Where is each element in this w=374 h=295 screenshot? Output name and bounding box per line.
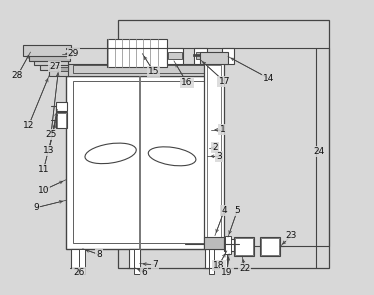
Bar bbox=[79, 249, 85, 274]
Bar bbox=[129, 249, 140, 268]
Bar bbox=[66, 76, 213, 249]
Bar bbox=[205, 249, 227, 268]
Bar bbox=[196, 52, 206, 59]
Bar bbox=[56, 102, 67, 111]
Text: 14: 14 bbox=[263, 74, 275, 83]
Bar bbox=[260, 237, 280, 256]
Bar bbox=[40, 61, 68, 70]
Text: 6: 6 bbox=[141, 268, 147, 277]
Text: 27: 27 bbox=[49, 62, 61, 71]
Bar bbox=[23, 45, 71, 56]
Bar bbox=[56, 112, 67, 128]
Text: 8: 8 bbox=[96, 250, 102, 259]
Bar bbox=[49, 67, 68, 71]
Bar bbox=[66, 64, 213, 76]
Bar bbox=[107, 39, 166, 67]
Bar bbox=[166, 48, 183, 64]
Text: 25: 25 bbox=[45, 130, 57, 139]
Bar bbox=[57, 113, 66, 127]
Bar bbox=[168, 52, 182, 59]
Bar bbox=[209, 249, 214, 274]
Text: 29: 29 bbox=[68, 49, 79, 58]
Text: 1: 1 bbox=[220, 125, 225, 135]
Bar bbox=[226, 236, 231, 254]
Text: 22: 22 bbox=[239, 264, 250, 273]
Bar bbox=[208, 65, 221, 246]
Bar bbox=[234, 237, 254, 256]
Text: 16: 16 bbox=[181, 78, 193, 87]
Text: 13: 13 bbox=[43, 146, 55, 155]
Text: 11: 11 bbox=[38, 165, 49, 174]
Text: 12: 12 bbox=[23, 121, 34, 130]
Bar bbox=[224, 239, 246, 251]
Bar bbox=[200, 52, 228, 64]
Bar bbox=[193, 54, 211, 56]
Bar bbox=[261, 238, 279, 255]
Bar bbox=[71, 249, 83, 268]
Text: 15: 15 bbox=[148, 67, 159, 76]
Bar bbox=[134, 249, 140, 274]
Bar bbox=[118, 20, 329, 268]
Text: 10: 10 bbox=[38, 186, 49, 195]
Bar bbox=[73, 65, 206, 73]
Text: 24: 24 bbox=[314, 148, 325, 156]
Bar bbox=[235, 238, 253, 255]
Text: 9: 9 bbox=[33, 203, 39, 212]
Text: 4: 4 bbox=[221, 206, 227, 215]
Bar bbox=[34, 58, 68, 65]
Text: 19: 19 bbox=[221, 268, 233, 277]
Text: 26: 26 bbox=[73, 268, 85, 277]
Bar bbox=[223, 48, 234, 64]
Text: 2: 2 bbox=[212, 143, 218, 152]
Bar bbox=[49, 64, 68, 76]
Bar bbox=[73, 81, 206, 243]
Bar bbox=[204, 62, 224, 249]
Bar bbox=[204, 237, 224, 249]
Bar bbox=[194, 48, 208, 64]
Text: 28: 28 bbox=[12, 71, 23, 80]
Text: 7: 7 bbox=[153, 260, 158, 269]
Text: 18: 18 bbox=[213, 261, 224, 270]
Text: 3: 3 bbox=[216, 152, 221, 161]
Text: 17: 17 bbox=[218, 77, 230, 86]
Text: 5: 5 bbox=[234, 206, 240, 215]
Text: 23: 23 bbox=[286, 231, 297, 240]
Bar bbox=[29, 54, 70, 61]
